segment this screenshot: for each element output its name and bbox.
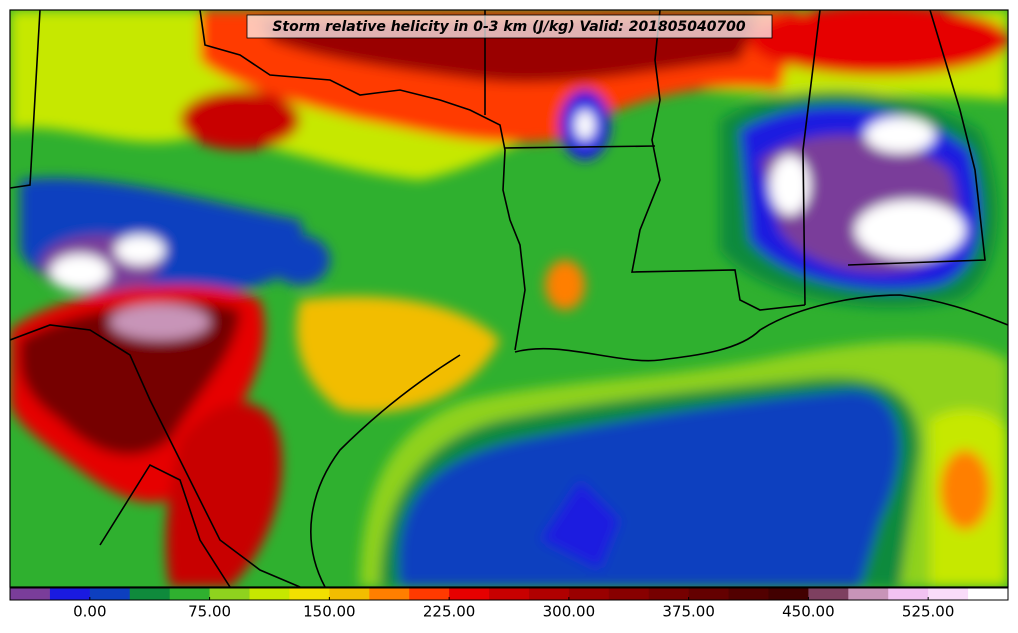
colorbar-segment bbox=[728, 588, 769, 600]
colorbar-segment bbox=[489, 588, 530, 600]
colorbar-segment bbox=[928, 588, 969, 600]
colorbar-frame bbox=[9, 587, 1009, 601]
colorbar-tick-label: 525.00 bbox=[902, 603, 955, 621]
colorbar-segment bbox=[449, 588, 490, 600]
state-borders bbox=[10, 10, 1008, 587]
colorbar-tick-label: 0.00 bbox=[73, 603, 106, 621]
colorbar-tick-label: 450.00 bbox=[782, 603, 835, 621]
colorbar-segment bbox=[648, 588, 690, 600]
colorbar-segment bbox=[169, 588, 211, 600]
colorbar-segment bbox=[808, 588, 849, 600]
title-box bbox=[246, 14, 773, 39]
colorbar-segment bbox=[848, 588, 889, 600]
colorbar-segment bbox=[688, 588, 730, 600]
colorbar-segment bbox=[129, 588, 171, 600]
map: Storm relative helicity in 0-3 km (J/kg)… bbox=[10, 10, 1008, 587]
colorbar-tick-label: 75.00 bbox=[188, 603, 231, 621]
map-frame bbox=[9, 9, 1009, 588]
colorbar: 0.00 75.00 150.00 225.00 300.00 375.00 450.00 5… bbox=[9, 587, 1009, 621]
colorbar-segment bbox=[369, 588, 410, 600]
colorbar-tick-label: 225.00 bbox=[423, 603, 476, 621]
colorbar-segment bbox=[89, 588, 131, 600]
colorbar-segment bbox=[49, 588, 91, 600]
colorbar-tick-label: 300.00 bbox=[543, 603, 596, 621]
colorbar-segment bbox=[209, 588, 251, 600]
colorbar-segment bbox=[768, 588, 809, 600]
colorbar-segment bbox=[409, 588, 450, 600]
colorbar-segment bbox=[249, 588, 290, 600]
colorbar-tick-label: 150.00 bbox=[303, 603, 356, 621]
colorbar-segment bbox=[10, 588, 51, 600]
colorbar-segment bbox=[608, 588, 650, 600]
colorbar-segment bbox=[528, 588, 570, 600]
colorbar-tick-label: 375.00 bbox=[662, 603, 715, 621]
colorbar-segment bbox=[329, 588, 370, 600]
colorbar-segment bbox=[289, 588, 330, 600]
map-title: Storm relative helicity in 0-3 km (J/kg)… bbox=[272, 19, 746, 35]
colorbar-segment bbox=[888, 588, 929, 600]
colorbar-segment bbox=[568, 588, 610, 600]
colorbar-segment bbox=[968, 588, 1009, 600]
helicity-field bbox=[10, 10, 1008, 587]
